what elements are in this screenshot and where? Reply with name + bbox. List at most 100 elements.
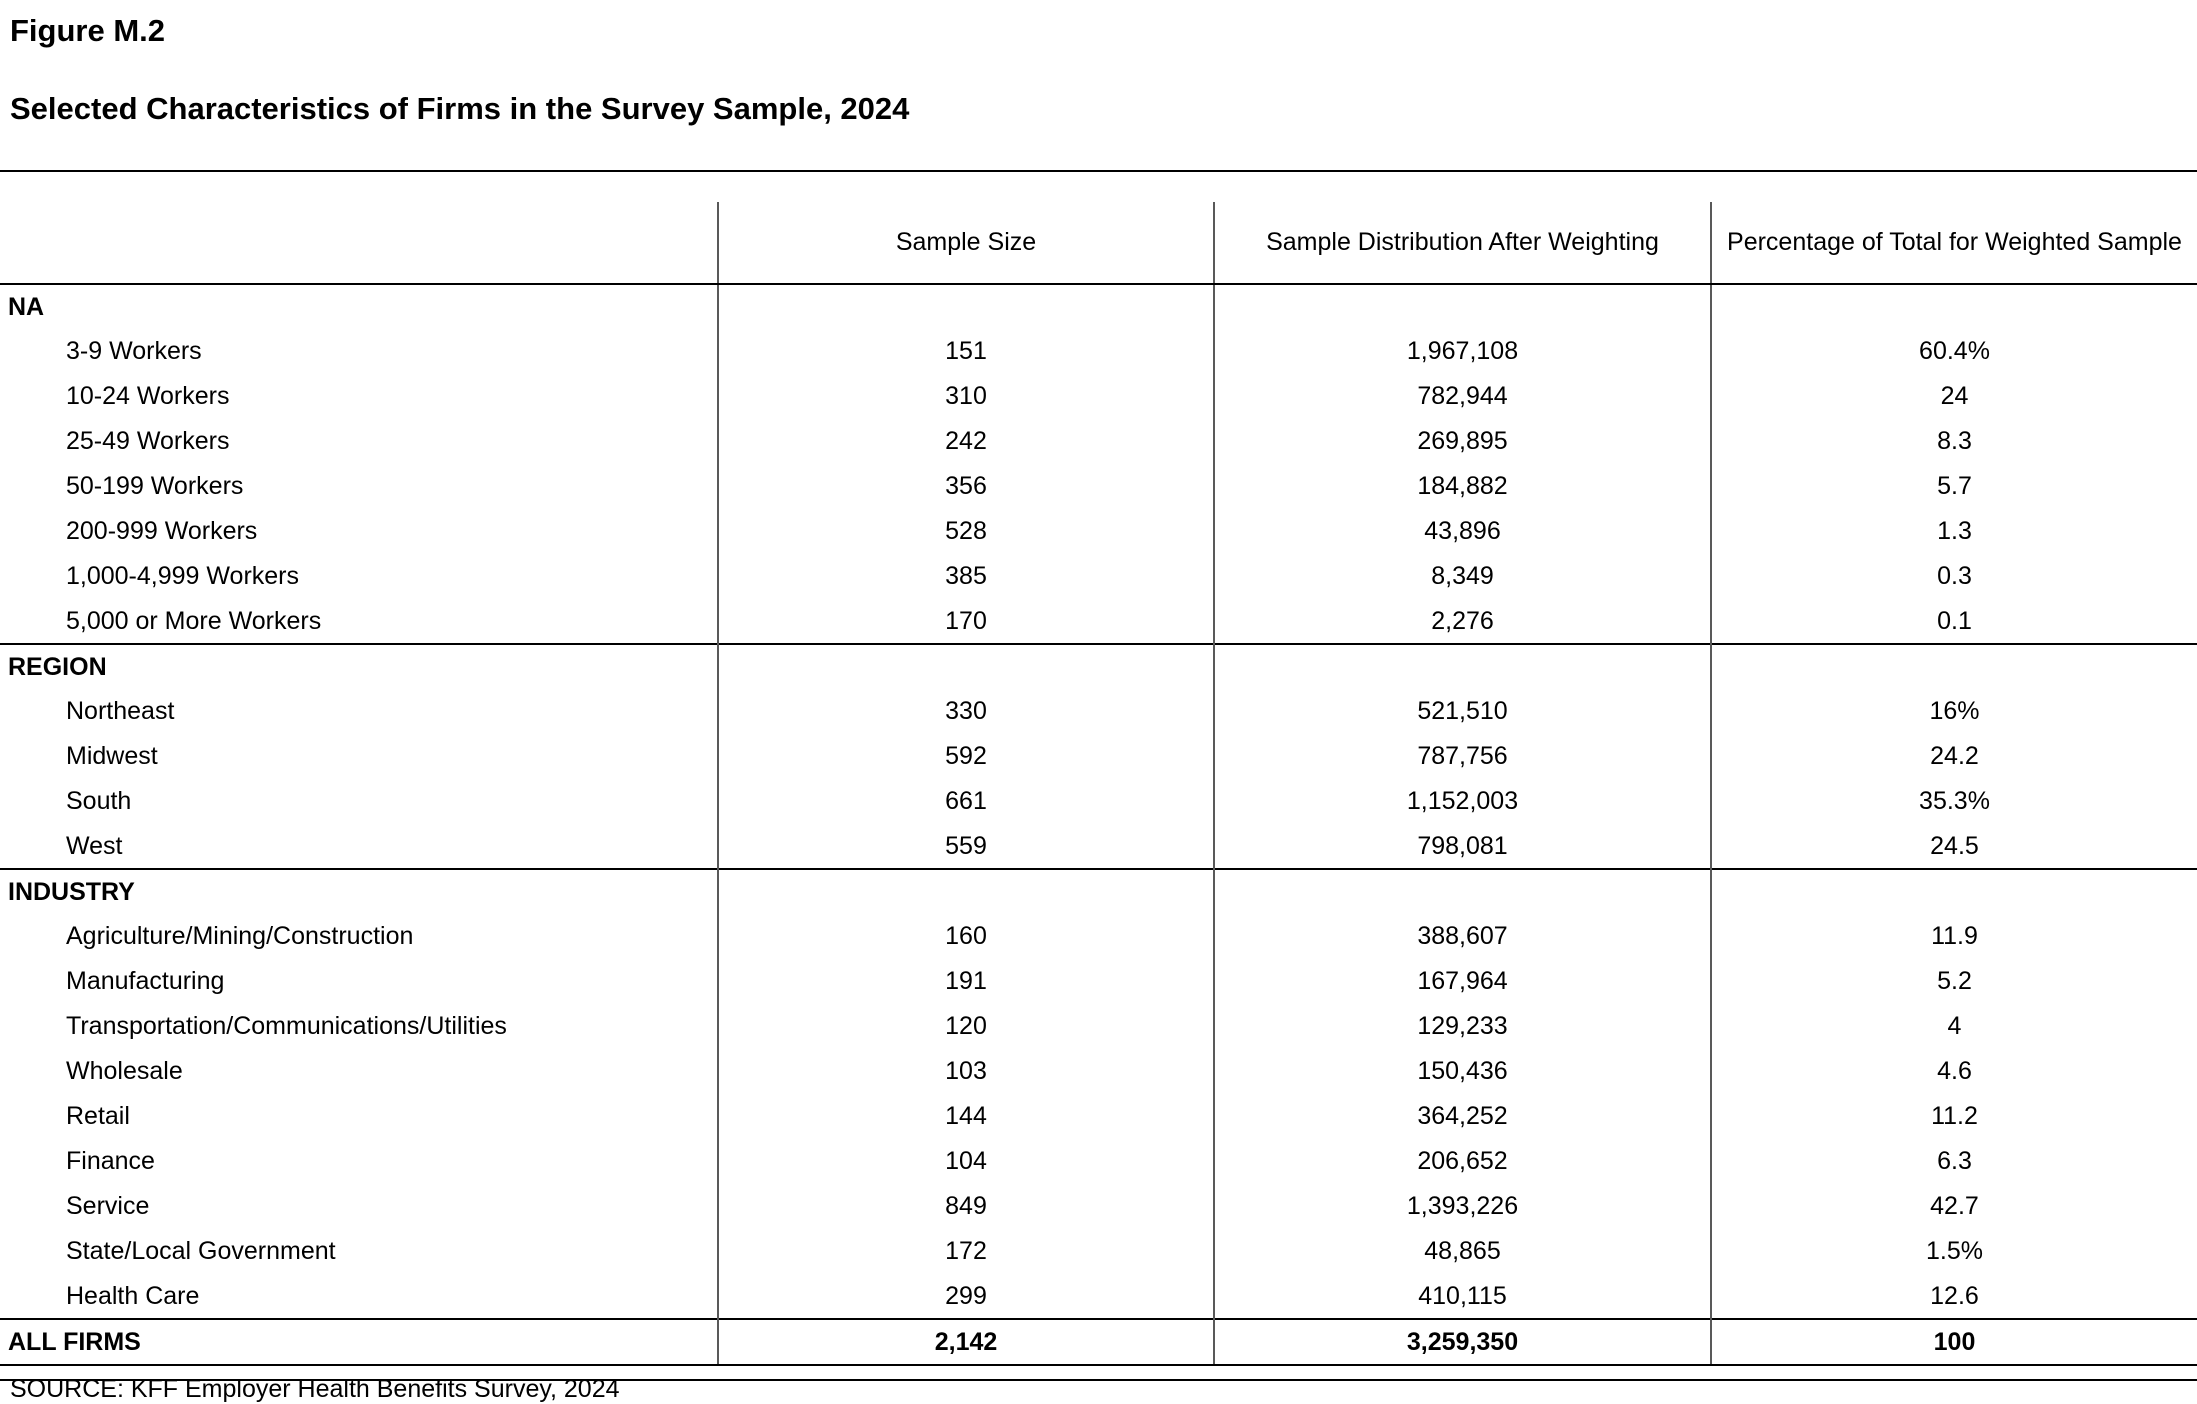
total-row-label: ALL FIRMS xyxy=(0,1318,718,1366)
weighted-percentage-value: 8.3 xyxy=(1710,419,2197,464)
table-row: Transportation/Communications/Utilities 1… xyxy=(0,1004,2197,1049)
table-row: Agriculture/Mining/Construction 160 388,60… xyxy=(0,914,2197,959)
weighted-distribution-value: 167,964 xyxy=(1213,959,1711,1004)
weighted-distribution-value: 410,115 xyxy=(1213,1274,1711,1319)
section-header-row: REGION xyxy=(0,643,2197,689)
table-header-row: Sample Size Sample Distribution After We… xyxy=(0,202,2197,285)
row-label: Agriculture/Mining/Construction xyxy=(66,922,414,950)
row-label: Transportation/Communications/Utilities xyxy=(66,1012,507,1040)
weighted-percentage-value: 11.9 xyxy=(1710,914,2197,959)
weighted-percentage-value: 0.3 xyxy=(1710,554,2197,599)
section-spacer-cell xyxy=(1710,283,2197,329)
weighted-percentage-value: 35.3% xyxy=(1710,779,2197,824)
column-header-sample-size: Sample Size xyxy=(717,202,1214,285)
weighted-distribution-value: 1,967,108 xyxy=(1213,329,1711,374)
weighted-distribution-value: 388,607 xyxy=(1213,914,1711,959)
column-header-weighted-distribution: Sample Distribution After Weighting xyxy=(1213,202,1711,285)
section-header-label: REGION xyxy=(0,643,718,689)
row-label: Manufacturing xyxy=(66,967,225,995)
table-row: 1,000-4,999 Workers 385 8,349 0.3 xyxy=(0,554,2197,599)
sample-size-value: 559 xyxy=(717,824,1214,869)
weighted-distribution-value: 206,652 xyxy=(1213,1139,1711,1184)
weighted-distribution-value: 521,510 xyxy=(1213,689,1711,734)
section-spacer-cell xyxy=(717,283,1214,329)
sample-size-value: 299 xyxy=(717,1274,1214,1319)
weighted-percentage-value: 24.2 xyxy=(1710,734,2197,779)
weighted-distribution-value: 269,895 xyxy=(1213,419,1711,464)
weighted-percentage-value: 1.5% xyxy=(1710,1229,2197,1274)
sample-size-value: 849 xyxy=(717,1184,1214,1229)
weighted-percentage-value: 12.6 xyxy=(1710,1274,2197,1319)
table-row: 200-999 Workers 528 43,896 1.3 xyxy=(0,509,2197,554)
table-row: Service 849 1,393,226 42.7 xyxy=(0,1184,2197,1229)
sample-size-value: 242 xyxy=(717,419,1214,464)
weighted-percentage-value: 24 xyxy=(1710,374,2197,419)
weighted-distribution-value: 1,152,003 xyxy=(1213,779,1711,824)
weighted-percentage-value: 5.7 xyxy=(1710,464,2197,509)
table-row: 5,000 or More Workers 170 2,276 0.1 xyxy=(0,599,2197,644)
row-label: Retail xyxy=(66,1102,130,1130)
weighted-percentage-value: 0.1 xyxy=(1710,599,2197,644)
table-row: Manufacturing 191 167,964 5.2 xyxy=(0,959,2197,1004)
column-header-empty xyxy=(0,202,718,285)
section-header-row: INDUSTRY xyxy=(0,868,2197,914)
sample-size-value: 104 xyxy=(717,1139,1214,1184)
row-label: Northeast xyxy=(66,697,175,725)
table-row: West 559 798,081 24.5 xyxy=(0,824,2197,869)
section-spacer-cell xyxy=(1213,643,1711,689)
weighted-percentage-value: 60.4% xyxy=(1710,329,2197,374)
section-spacer-cell xyxy=(717,643,1214,689)
weighted-distribution-value: 787,756 xyxy=(1213,734,1711,779)
table-row: 50-199 Workers 356 184,882 5.7 xyxy=(0,464,2197,509)
row-label: 1,000-4,999 Workers xyxy=(66,562,299,590)
weighted-distribution-value: 184,882 xyxy=(1213,464,1711,509)
weighted-percentage-value: 4.6 xyxy=(1710,1049,2197,1094)
sample-size-value: 661 xyxy=(717,779,1214,824)
sample-size-value: 144 xyxy=(717,1094,1214,1139)
sample-size-value: 310 xyxy=(717,374,1214,419)
row-label: South xyxy=(66,787,132,815)
weighted-percentage-value: 16% xyxy=(1710,689,2197,734)
figure-header: Figure M.2 Selected Characteristics of F… xyxy=(0,0,2197,172)
sample-size-value: 120 xyxy=(717,1004,1214,1049)
row-label: Wholesale xyxy=(66,1057,183,1085)
weighted-distribution-value: 129,233 xyxy=(1213,1004,1711,1049)
section-header-label: INDUSTRY xyxy=(0,868,718,914)
weighted-distribution-value: 150,436 xyxy=(1213,1049,1711,1094)
row-label: 3-9 Workers xyxy=(66,337,202,365)
sample-size-value: 356 xyxy=(717,464,1214,509)
weighted-distribution-value: 364,252 xyxy=(1213,1094,1711,1139)
weighted-percentage-value: 11.2 xyxy=(1710,1094,2197,1139)
table-row: Finance 104 206,652 6.3 xyxy=(0,1139,2197,1184)
table-row: South 661 1,152,003 35.3% xyxy=(0,779,2197,824)
table-row: Northeast 330 521,510 16% xyxy=(0,689,2197,734)
row-label: Finance xyxy=(66,1147,155,1175)
sample-size-value: 170 xyxy=(717,599,1214,644)
figure-label: Figure M.2 xyxy=(10,13,166,48)
section-spacer-cell xyxy=(1213,283,1711,329)
weighted-distribution-value: 782,944 xyxy=(1213,374,1711,419)
sample-size-value: 330 xyxy=(717,689,1214,734)
weighted-percentage-value: 24.5 xyxy=(1710,824,2197,869)
row-label: 200-999 Workers xyxy=(66,517,258,545)
row-label: 25-49 Workers xyxy=(66,427,230,455)
weighted-percentage-value: 4 xyxy=(1710,1004,2197,1049)
total-weighted-percentage-value: 100 xyxy=(1710,1318,2197,1366)
weighted-distribution-value: 2,276 xyxy=(1213,599,1711,644)
row-label: Service xyxy=(66,1192,150,1220)
weighted-percentage-value: 42.7 xyxy=(1710,1184,2197,1229)
row-label: State/Local Government xyxy=(66,1237,336,1265)
table-row: 3-9 Workers 151 1,967,108 60.4% xyxy=(0,329,2197,374)
weighted-distribution-value: 8,349 xyxy=(1213,554,1711,599)
figure-title: Selected Characteristics of Firms in the… xyxy=(10,91,910,127)
row-label: 5,000 or More Workers xyxy=(66,606,322,635)
sample-size-value: 592 xyxy=(717,734,1214,779)
sample-size-value: 103 xyxy=(717,1049,1214,1094)
total-weighted-distribution-value: 3,259,350 xyxy=(1213,1318,1711,1366)
section-spacer-cell xyxy=(1213,868,1711,914)
weighted-distribution-value: 798,081 xyxy=(1213,824,1711,869)
sample-size-value: 172 xyxy=(717,1229,1214,1274)
table-row: 10-24 Workers 310 782,944 24 xyxy=(0,374,2197,419)
table-row: Health Care 299 410,115 12.6 xyxy=(0,1274,2197,1319)
